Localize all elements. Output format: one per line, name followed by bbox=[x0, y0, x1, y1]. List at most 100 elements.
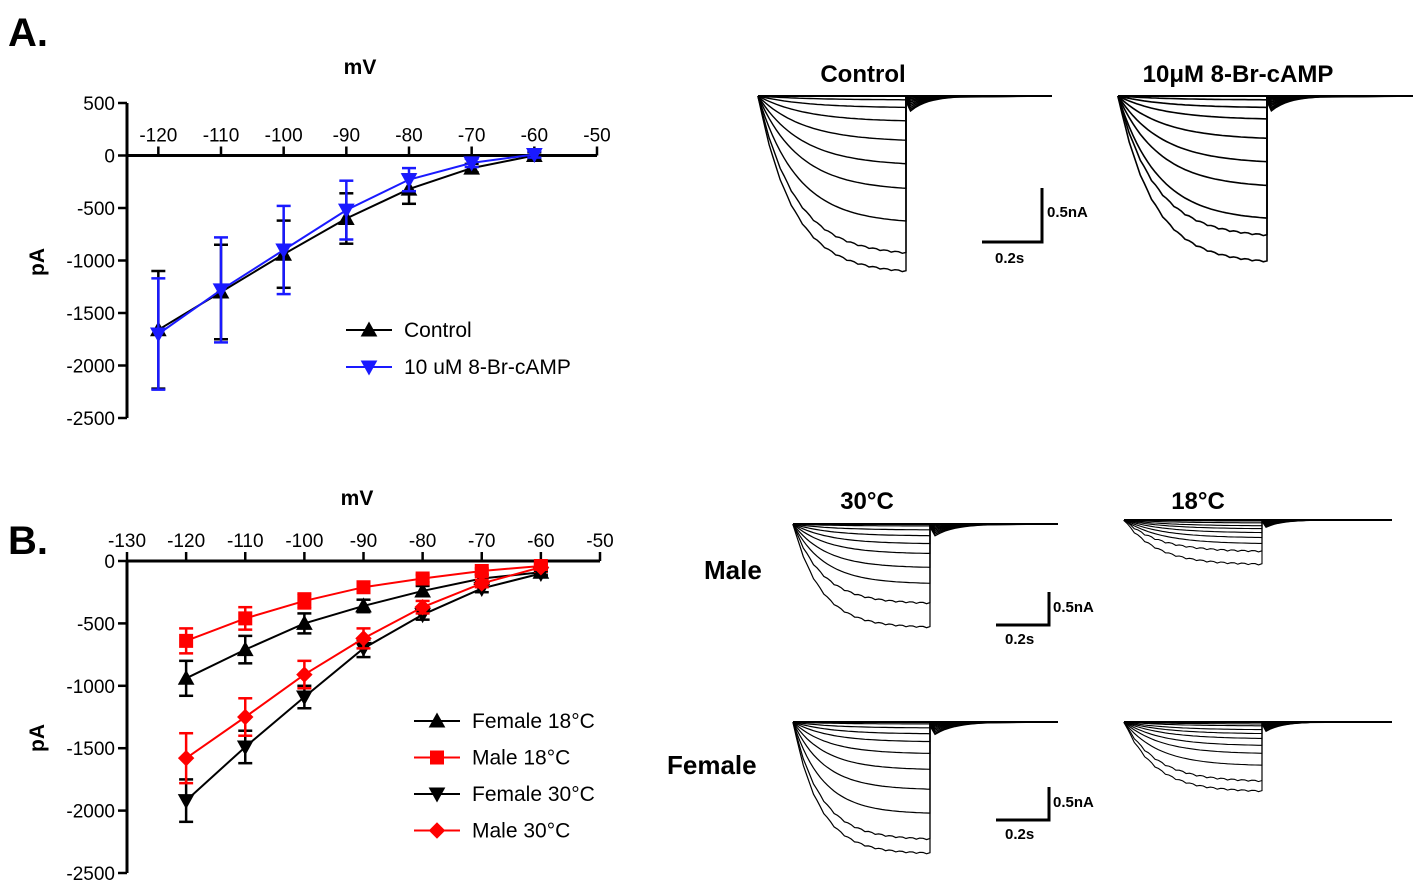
chart-b-series-female-18-c-legend-label: Female 18°C bbox=[472, 710, 595, 733]
chart-b-series-male-30-c bbox=[177, 559, 550, 785]
current-trace bbox=[1117, 95, 1414, 163]
current-trace bbox=[757, 95, 1053, 222]
chart-b-x-axis-label: mV bbox=[341, 487, 374, 510]
chart-a-x-tick-label: -70 bbox=[458, 126, 485, 147]
scale-bar-b-male-lines bbox=[996, 592, 1051, 627]
current-trace bbox=[792, 721, 1059, 755]
chart-b-y-tick-label: -1500 bbox=[66, 739, 115, 760]
chart-b-series-male-30-c-point bbox=[532, 559, 550, 576]
chart-a-x-tick-label: -60 bbox=[521, 126, 548, 147]
chart-b-series-male-18-c-legend-label: Male 18°C bbox=[472, 747, 570, 770]
chart-b-y-tick-label: -2500 bbox=[66, 864, 115, 884]
chart-b-series-female-18-c-point bbox=[236, 641, 254, 657]
chart-b-series-female-18-c-point bbox=[414, 582, 431, 598]
chart-b-series-female-30-c-legend-marker bbox=[428, 787, 446, 803]
chart-b-series-male-30-c-point bbox=[237, 708, 254, 726]
chart-b-series-female-18-c-point bbox=[296, 614, 313, 630]
current-trace bbox=[792, 523, 1059, 605]
current-trace bbox=[792, 523, 1059, 629]
current-trace bbox=[757, 95, 1053, 122]
scale-bar-a-lines bbox=[982, 188, 1044, 244]
chart-b-y-tick-label: 0 bbox=[104, 552, 115, 573]
chart-b-x-tick-label: -100 bbox=[285, 531, 323, 552]
chart-b-series-male-18-c-point bbox=[415, 571, 430, 586]
chart-b-series-female-18-c-legend-marker bbox=[428, 712, 446, 728]
chart-b-series-male-18-c-point bbox=[297, 593, 312, 608]
row-label-female: Female bbox=[667, 750, 757, 780]
chart-a-series-10-um-8-br-camp-point bbox=[275, 243, 293, 259]
scale-bar-b-female: 0.5nA 0.2s bbox=[996, 787, 1094, 843]
chart-b-series-male-18-c-point bbox=[179, 633, 194, 648]
chart-b-series-female-30-c-point bbox=[177, 794, 195, 810]
panel-a-letter: A. bbox=[8, 11, 48, 55]
chart-a-x-axis-label: mV bbox=[344, 56, 377, 79]
chart-b-series-male-30-c-point bbox=[473, 575, 490, 592]
current-trace bbox=[1123, 519, 1393, 566]
chart-b-x-tick-label: -50 bbox=[586, 531, 613, 552]
chart-b-series-male-30-c-point bbox=[355, 630, 372, 647]
chart-a-series-10-um-8-br-camp-legend-label: 10 uM 8-Br-cAMP bbox=[404, 356, 571, 379]
current-trace bbox=[1117, 95, 1414, 187]
chart-b-series-female-30-c-point bbox=[236, 740, 254, 756]
chart-a-y-tick-label: -2000 bbox=[66, 357, 115, 378]
chart-b-x-tick-label: -120 bbox=[167, 531, 205, 552]
chart-b-y-axis-label: pA bbox=[26, 724, 49, 752]
chart-a-y-tick-label: 0 bbox=[104, 147, 115, 168]
chart-b-series-male-18-c-point bbox=[356, 580, 371, 595]
chart-b-series-male-30-c-point bbox=[296, 666, 313, 683]
trace-family-male-18c bbox=[1123, 519, 1393, 566]
trace-title-control: Control bbox=[820, 61, 905, 88]
trace-family-control bbox=[757, 95, 1053, 273]
chart-a-series-10-um-8-br-camp-point bbox=[337, 203, 355, 219]
trace-family-female-30c bbox=[792, 721, 1059, 855]
chart-b-series-male-18-c-legend-marker bbox=[430, 750, 444, 765]
trace-title-18c: 18°C bbox=[1171, 488, 1225, 515]
chart-a-y-tick-label: -1500 bbox=[66, 304, 115, 325]
chart-a-x-tick-label: -120 bbox=[139, 126, 177, 147]
scale-bar-b-male: 0.5nA 0.2s bbox=[996, 592, 1094, 648]
scale-current-b-male: 0.5nA bbox=[1053, 599, 1094, 616]
chart-a-series-10-um-8-br-camp-point bbox=[400, 173, 418, 189]
chart-b-x-tick-label: -90 bbox=[350, 531, 377, 552]
current-trace bbox=[1123, 721, 1393, 793]
trace-family-female-18c bbox=[1123, 721, 1393, 793]
chart-b-y-tick-label: -2000 bbox=[66, 802, 115, 823]
current-trace bbox=[792, 523, 1059, 545]
trace-family-male-30c bbox=[792, 523, 1059, 629]
chart-a-series-10-um-8-br-camp bbox=[149, 147, 543, 391]
scale-time-a: 0.2s bbox=[995, 250, 1024, 267]
current-trace bbox=[792, 721, 1059, 841]
current-trace bbox=[792, 721, 1059, 855]
current-trace bbox=[1117, 95, 1414, 263]
chart-b-x-tick-label: -70 bbox=[468, 531, 495, 552]
chart-a-series-10-um-8-br-camp-point bbox=[525, 147, 543, 163]
chart-b-series-female-30-c-point bbox=[296, 690, 313, 706]
chart-b-series-female-18-c-point bbox=[177, 669, 195, 685]
trace-family-8brcamp bbox=[1117, 95, 1414, 263]
iv-chart-b: 0 -500 -1000 -1500 -2000 -2500 -130 -120 -110 -10… bbox=[26, 487, 614, 884]
trace-title-8brcamp: 10μM 8-Br-cAMP bbox=[1143, 61, 1334, 88]
current-trace bbox=[757, 95, 1053, 190]
current-trace bbox=[757, 95, 1053, 255]
current-trace bbox=[1123, 721, 1393, 766]
chart-a-y-tick-label: -2500 bbox=[66, 409, 115, 430]
chart-a-series-10-um-8-br-camp-point bbox=[463, 156, 481, 172]
chart-a-x-tick-label: -80 bbox=[395, 126, 422, 147]
chart-b-y-tick-label: -500 bbox=[77, 614, 115, 635]
chart-b-x-tick-label: -60 bbox=[527, 531, 554, 552]
scale-bar-b-female-lines bbox=[996, 787, 1051, 822]
chart-a-series-control-legend-label: Control bbox=[404, 319, 472, 342]
chart-b-series-male-30-c-legend-marker bbox=[428, 822, 446, 839]
current-trace bbox=[792, 721, 1059, 770]
chart-a-series-control-legend-marker bbox=[360, 321, 378, 337]
chart-b-series-female-30-c-legend-label: Female 30°C bbox=[472, 783, 595, 806]
chart-a-series-10-um-8-br-camp-legend-marker bbox=[360, 360, 378, 376]
chart-b-y-tick-label: -1000 bbox=[66, 677, 115, 698]
current-trace bbox=[1117, 95, 1414, 237]
scale-current-a: 0.5nA bbox=[1047, 204, 1088, 221]
chart-a-x-tick-label: -50 bbox=[583, 126, 610, 147]
current-trace bbox=[792, 721, 1059, 743]
chart-a-series-10-um-8-br-camp-point bbox=[212, 283, 230, 299]
current-trace bbox=[792, 721, 1059, 814]
